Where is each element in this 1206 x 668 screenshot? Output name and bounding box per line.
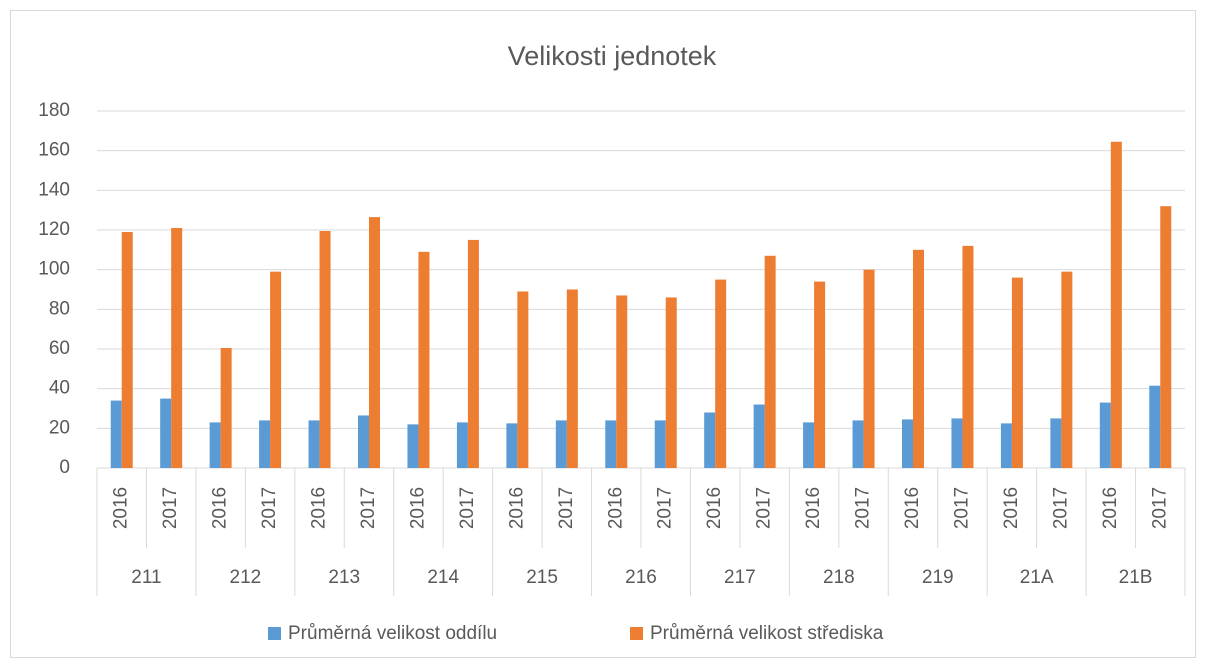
bar (1149, 385, 1161, 468)
x-tick-label: 2016 (309, 487, 330, 529)
group-label: 21A (1020, 567, 1054, 588)
group-label: 211 (131, 567, 161, 588)
x-tick-label: 2016 (210, 487, 231, 529)
legend-label: Průměrná velikost oddílu (288, 623, 497, 644)
bar (110, 400, 122, 468)
bar (616, 295, 628, 468)
y-tick-label: 80 (49, 298, 70, 319)
x-tick-label: 2016 (1100, 487, 1121, 529)
y-tick-label: 140 (38, 179, 70, 200)
bar (814, 281, 826, 468)
chart-border (10, 10, 1196, 658)
bar (605, 420, 617, 468)
bar (951, 418, 963, 468)
x-tick-label: 2016 (704, 487, 725, 529)
bar (803, 422, 815, 468)
group-label: 21B (1119, 567, 1153, 588)
bar (160, 398, 172, 468)
y-tick-label: 20 (49, 417, 70, 438)
bar (566, 289, 578, 468)
bar (704, 412, 716, 468)
y-tick-label: 120 (38, 219, 70, 240)
y-tick-label: 40 (49, 378, 70, 399)
x-tick-label: 2017 (160, 487, 181, 529)
bar (456, 422, 468, 468)
bar (852, 420, 864, 468)
bar (913, 249, 924, 468)
group-label: 215 (526, 567, 558, 588)
y-tick-label: 180 (38, 100, 70, 121)
bar (764, 255, 776, 468)
group-label: 219 (922, 567, 954, 588)
group-label: 216 (625, 567, 657, 588)
bar (1000, 423, 1012, 468)
bar (962, 245, 974, 468)
bar (171, 228, 183, 468)
group-label: 217 (724, 567, 756, 588)
x-tick-label: 2017 (754, 487, 775, 529)
y-tick-label: 60 (49, 338, 70, 359)
y-tick-label: 160 (38, 140, 70, 161)
bar (555, 420, 567, 468)
x-tick-label: 2017 (853, 487, 874, 529)
x-tick-label: 2017 (1149, 487, 1170, 529)
bar (654, 420, 666, 468)
bar (1110, 141, 1122, 468)
bar (1061, 271, 1073, 468)
x-tick-label: 2016 (407, 487, 428, 529)
x-tick-label: 2017 (358, 487, 379, 529)
bar (319, 230, 331, 468)
bar (259, 420, 271, 468)
bar (209, 422, 221, 468)
bar (1050, 418, 1062, 468)
x-tick-label: 2017 (457, 487, 478, 529)
group-label: 218 (823, 567, 855, 588)
bar (1011, 277, 1023, 468)
legend-label: Průměrná velikost střediska (650, 623, 884, 644)
x-tick-label: 2016 (902, 487, 923, 529)
group-label: 212 (230, 567, 262, 588)
x-tick-label: 2016 (506, 487, 527, 529)
bar (1099, 402, 1111, 468)
bar (467, 239, 479, 468)
x-tick-label: 2016 (1001, 487, 1022, 529)
bar (1160, 206, 1172, 468)
x-tick-label: 2016 (803, 487, 824, 529)
bar (665, 297, 677, 468)
x-tick-label: 2016 (111, 487, 132, 529)
bar (863, 269, 875, 468)
x-tick-label: 2016 (605, 487, 626, 529)
bar (121, 231, 133, 468)
bar (308, 420, 320, 468)
x-tick-label: 2017 (556, 487, 577, 529)
legend-swatch (630, 627, 643, 640)
bar (753, 404, 765, 468)
x-tick-label: 2017 (951, 487, 972, 529)
bar (902, 419, 913, 468)
bar (270, 271, 282, 468)
bar (715, 279, 727, 468)
bar (418, 251, 430, 468)
bar (506, 423, 518, 468)
bar (517, 291, 529, 468)
bar (220, 348, 232, 468)
x-tick-label: 2017 (655, 487, 676, 529)
group-label: 213 (328, 567, 360, 588)
bar (369, 217, 380, 468)
chart-title: Velikosti jednotek (508, 41, 717, 71)
y-tick-label: 0 (59, 457, 70, 478)
bar (407, 424, 419, 468)
group-label: 214 (427, 567, 459, 588)
y-tick-label: 100 (38, 259, 70, 280)
x-tick-label: 2017 (1050, 487, 1071, 529)
legend-swatch (268, 627, 281, 640)
x-tick-label: 2017 (259, 487, 280, 529)
bar (358, 415, 369, 468)
